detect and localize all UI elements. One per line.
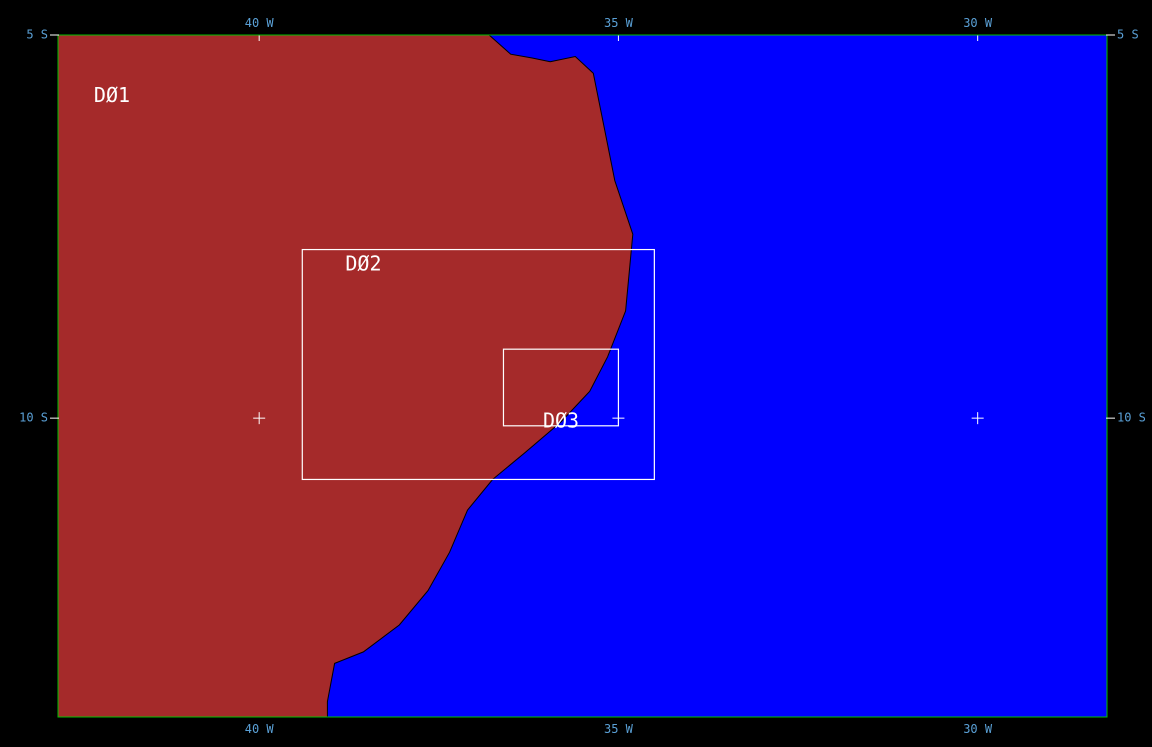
graticule-cross	[253, 412, 266, 425]
domain-labels: DØ1 DØ2 DØ3	[94, 83, 579, 433]
domain-label-d02: DØ2	[345, 251, 381, 275]
lon-label-top: 40 W	[245, 16, 275, 30]
lat-label-right: 10 S	[1117, 411, 1146, 425]
map-frame	[57, 34, 1108, 718]
graticule-cross	[971, 412, 984, 425]
land-area	[57, 34, 634, 718]
lon-label-top: 30 W	[963, 16, 993, 30]
axis-labels: 40 W 40 W 35 W 35 W 30 W 30 W 5 S 5 S 10 S 10 S	[19, 16, 1146, 736]
lon-label-bottom: 40 W	[245, 722, 275, 736]
domain-box-d02	[301, 248, 655, 481]
domain-label-d03: DØ3	[543, 408, 579, 432]
lon-label-top: 35 W	[604, 16, 634, 30]
frame-ticks	[50, 34, 1115, 419]
lat-label-right: 5 S	[1117, 28, 1139, 42]
domain-label-d01: DØ1	[94, 83, 130, 107]
lon-label-bottom: 30 W	[963, 722, 993, 736]
domain-boxes	[301, 248, 655, 481]
lat-label-left: 5 S	[26, 28, 48, 42]
lat-label-left: 10 S	[19, 411, 48, 425]
lon-label-bottom: 35 W	[604, 722, 634, 736]
domain-box-d03	[502, 348, 620, 427]
